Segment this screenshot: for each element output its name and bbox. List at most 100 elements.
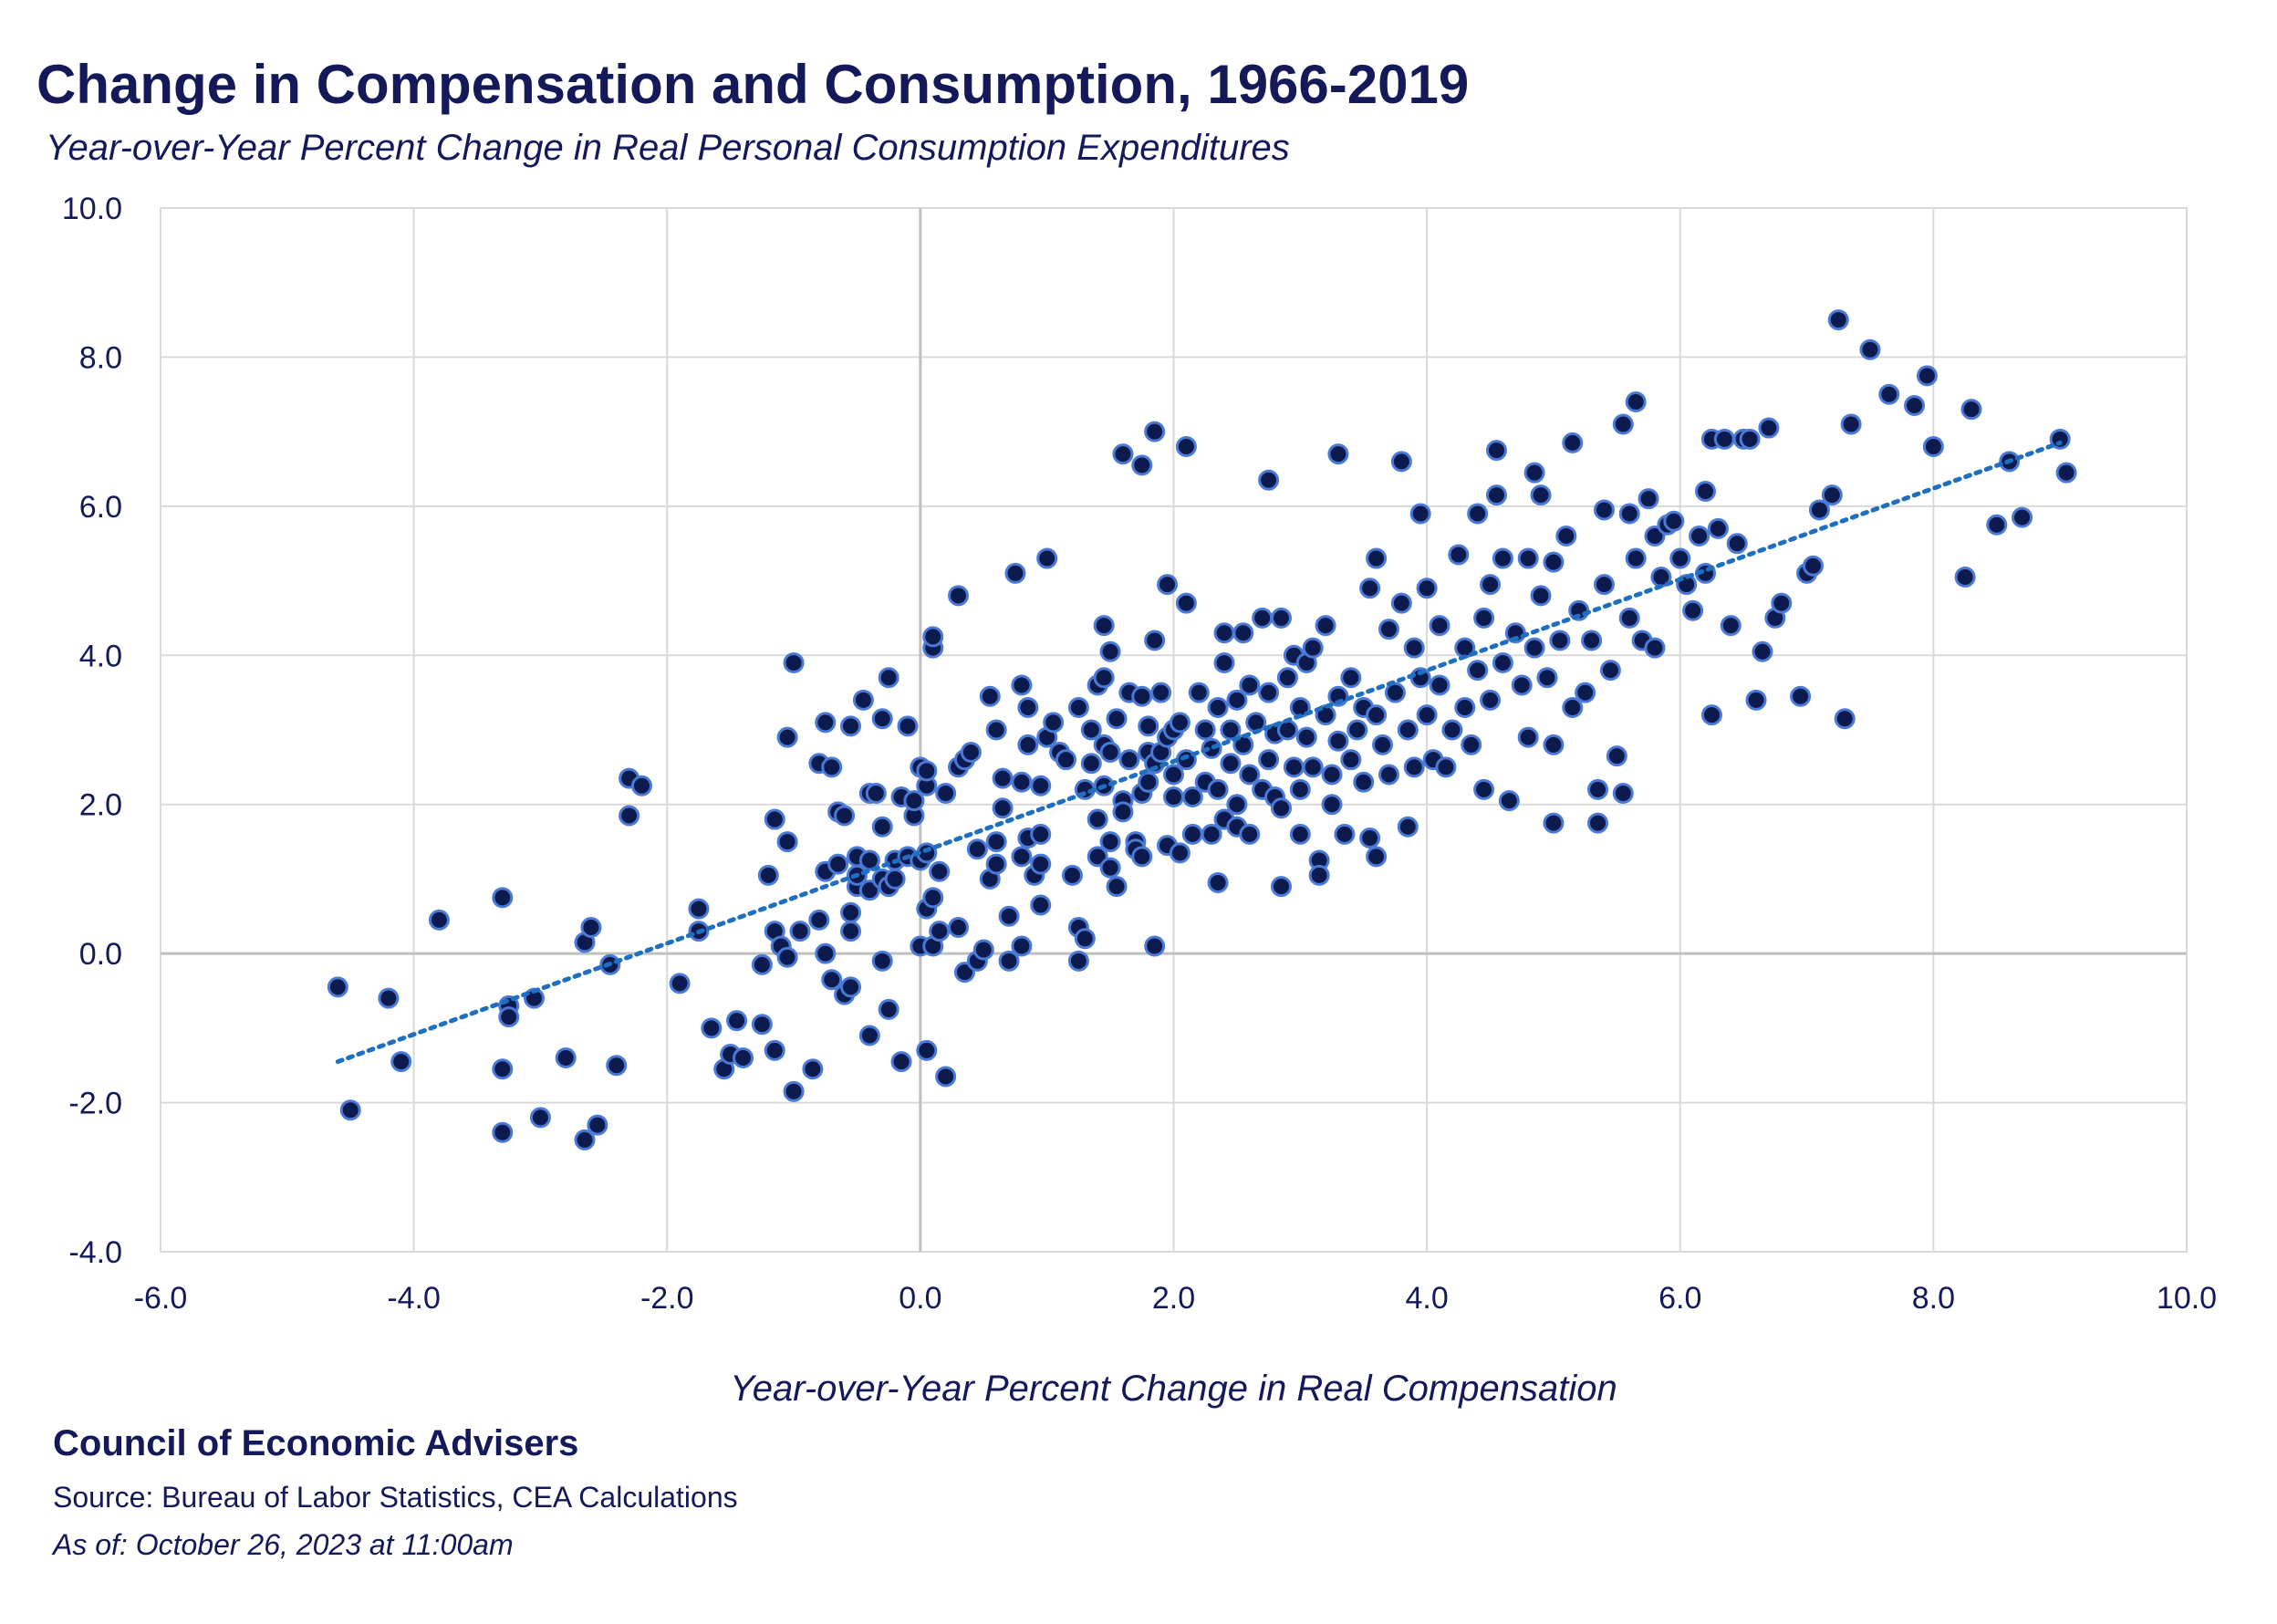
data-point <box>1011 935 1033 957</box>
data-point <box>1131 685 1153 707</box>
x-tick-label: 8.0 <box>1912 1281 1955 1316</box>
data-point <box>998 905 1020 927</box>
data-point <box>1099 831 1121 853</box>
data-point <box>1093 615 1115 637</box>
data-point <box>1403 756 1425 778</box>
data-point <box>1334 823 1356 845</box>
data-point <box>802 1058 824 1080</box>
data-point <box>1904 395 1926 417</box>
data-point <box>1366 704 1388 726</box>
data-point <box>492 1058 514 1080</box>
data-point <box>1562 432 1584 453</box>
data-point <box>1207 778 1229 800</box>
data-point <box>1663 510 1685 532</box>
data-point <box>630 775 652 796</box>
data-point <box>1289 778 1311 800</box>
data-point <box>776 726 798 748</box>
data-point <box>1220 753 1242 775</box>
data-point <box>1207 696 1229 718</box>
data-point <box>1080 719 1102 741</box>
data-point <box>1213 622 1235 644</box>
y-tick-label: 4.0 <box>79 639 122 673</box>
data-point <box>1530 585 1552 607</box>
data-point <box>1587 812 1609 834</box>
data-point <box>1397 719 1419 741</box>
data-point <box>492 1121 514 1143</box>
data-point <box>1245 712 1267 734</box>
data-point <box>1169 712 1190 734</box>
tick-labels: -6.0 -4.0 -2.0 0.0 2.0 4.0 6.0 8.0 10.0 -4.0 -2.0 0… <box>62 192 2217 1316</box>
data-point <box>1067 696 1089 718</box>
data-point <box>1302 756 1324 778</box>
data-point <box>1625 547 1647 569</box>
data-point <box>1181 823 1203 845</box>
data-point <box>1384 682 1406 703</box>
data-point <box>1473 778 1495 800</box>
data-point <box>1106 876 1128 898</box>
data-point <box>1163 786 1184 808</box>
data-point <box>1403 637 1425 659</box>
data-point <box>1644 637 1666 659</box>
data-point <box>1960 399 1982 421</box>
data-point <box>1201 823 1222 845</box>
data-point <box>1700 704 1722 726</box>
data-point <box>1144 421 1166 442</box>
organization-name: Council of Economic Advisers <box>53 1423 579 1463</box>
data-point <box>1157 574 1179 596</box>
data-point <box>1638 488 1659 510</box>
data-point <box>1390 592 1412 614</box>
data-point <box>1695 481 1717 503</box>
data-point <box>669 973 691 994</box>
data-point <box>1536 667 1558 689</box>
data-point <box>1011 674 1033 696</box>
as-of-date: As of: October 26, 2023 at 11:00am <box>53 1528 514 1561</box>
data-point <box>1112 443 1134 465</box>
data-point <box>1346 719 1368 741</box>
data-point <box>1498 790 1520 812</box>
data-point <box>1283 756 1305 778</box>
data-point <box>1295 726 1317 748</box>
data-point <box>1258 749 1280 771</box>
data-point <box>1467 503 1489 525</box>
data-point <box>1366 846 1388 868</box>
data-point <box>903 790 925 812</box>
data-point <box>897 715 919 737</box>
data-point <box>580 917 602 939</box>
data-point <box>1790 685 1812 707</box>
data-point <box>764 1039 785 1061</box>
data-point <box>1543 812 1565 834</box>
data-point <box>1169 842 1190 864</box>
data-point <box>1099 640 1121 662</box>
data-point <box>992 767 1014 789</box>
data-point <box>1549 630 1571 651</box>
data-point <box>916 760 938 782</box>
data-point <box>1302 637 1324 659</box>
trendline <box>335 440 2063 1065</box>
data-point <box>1409 503 1431 525</box>
data-point <box>776 831 798 853</box>
data-point <box>1530 484 1552 506</box>
data-point <box>1555 526 1577 547</box>
data-point <box>1720 615 1742 637</box>
data-point <box>858 1025 880 1046</box>
data-point <box>1480 689 1502 711</box>
data-point <box>1612 413 1634 435</box>
data-point <box>1441 719 1463 741</box>
data-point <box>1118 749 1140 771</box>
data-point <box>606 1055 628 1077</box>
data-point <box>1030 775 1052 796</box>
x-tick-label: -2.0 <box>640 1281 694 1316</box>
data-point <box>935 1066 957 1088</box>
y-tick-label: 6.0 <box>79 490 122 525</box>
data-point <box>1523 637 1545 659</box>
data-point <box>555 1047 577 1069</box>
data-point <box>1150 682 1172 703</box>
data-point <box>1327 443 1349 465</box>
source-note: Source: Bureau of Labor Statistics, CEA … <box>53 1481 738 1514</box>
data-point <box>587 1114 608 1136</box>
data-point <box>1517 547 1539 569</box>
data-point <box>378 987 400 1009</box>
data-point <box>1144 630 1166 651</box>
axes <box>161 208 2187 1252</box>
data-point <box>1270 876 1292 898</box>
